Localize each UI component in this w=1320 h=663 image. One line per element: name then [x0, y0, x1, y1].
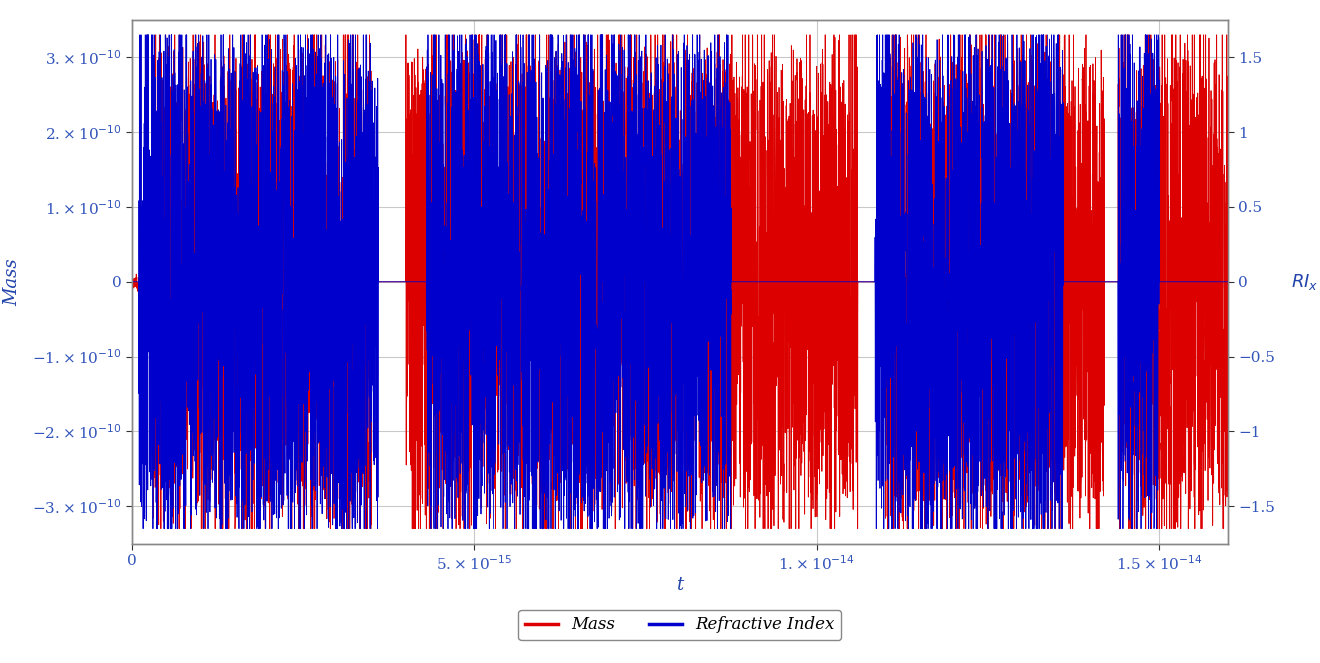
Legend: Mass, Refractive Index: Mass, Refractive Index [519, 610, 841, 640]
Y-axis label: Mass: Mass [3, 258, 21, 306]
X-axis label: t: t [676, 575, 684, 593]
Y-axis label: $RI_x$: $RI_x$ [1291, 272, 1317, 292]
